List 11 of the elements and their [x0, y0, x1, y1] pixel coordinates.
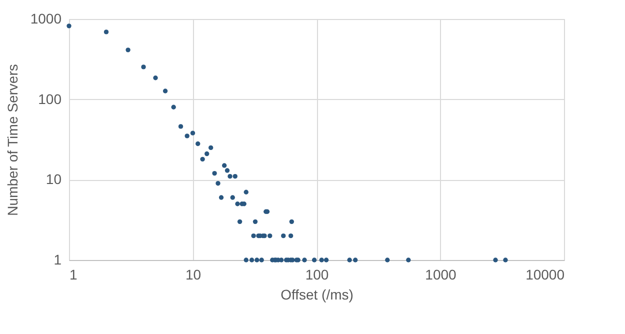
x-tick-label: 10000: [526, 266, 565, 282]
y-tick-label: 10: [46, 171, 62, 188]
y-tick-label: 100: [38, 90, 62, 107]
y-tick-label: 1000: [30, 10, 62, 26]
y-axis-title: Number of Time Servers: [4, 64, 20, 216]
x-tick-label: 1000: [425, 266, 457, 282]
x-axis-title: Offset (/ms): [280, 286, 354, 302]
x-tick-label: 100: [305, 266, 329, 282]
y-tick-label: 1: [54, 252, 62, 268]
x-tick-label: 1: [70, 266, 78, 282]
x-tick-label: 10: [185, 266, 202, 282]
